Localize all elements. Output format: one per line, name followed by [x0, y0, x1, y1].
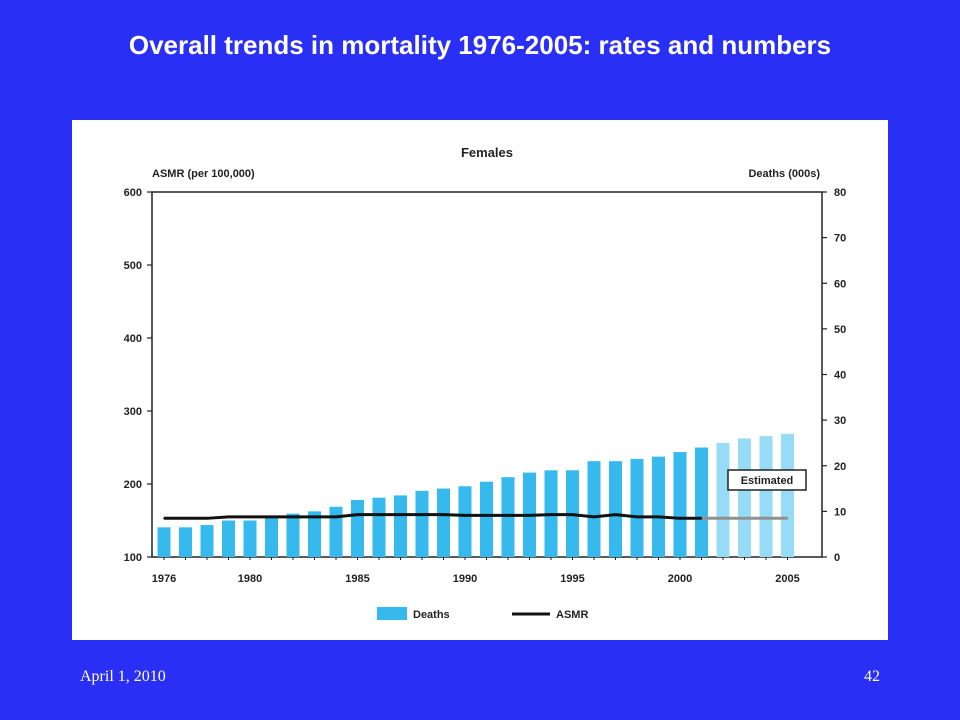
x-tick-label: 1995	[560, 573, 584, 585]
right-tick-label: 30	[834, 415, 846, 427]
asmr-point	[378, 513, 380, 516]
legend-deaths-swatch	[377, 607, 407, 620]
right-tick-label: 60	[834, 278, 846, 290]
deaths-bar	[458, 486, 472, 557]
deaths-bar	[286, 513, 300, 557]
deaths-bar	[609, 461, 622, 557]
x-tick-label: 2000	[668, 573, 692, 585]
asmr-point	[442, 513, 445, 516]
asmr-point	[292, 516, 294, 518]
asmr-point	[636, 516, 638, 518]
x-tick-label: 1980	[238, 573, 262, 585]
left-tick-label: 300	[124, 406, 142, 418]
asmr-point	[163, 517, 165, 520]
asmr-point	[206, 517, 208, 520]
asmr-point	[550, 513, 552, 516]
estimated-label: Estimated	[741, 475, 794, 487]
deaths-bar	[630, 458, 644, 557]
asmr-point	[786, 517, 789, 520]
deaths-bar	[673, 452, 687, 557]
deaths-bar	[179, 527, 192, 557]
legend: Deaths ASMR	[377, 607, 588, 621]
asmr-point	[270, 516, 273, 518]
asmr-line-actual	[164, 513, 702, 520]
deaths-bar	[587, 461, 601, 557]
deaths-bar	[200, 525, 214, 557]
asmr-point	[571, 513, 574, 516]
chart-panel: Females ASMR (per 100,000) Deaths (000s)…	[72, 120, 888, 640]
right-tick-label: 20	[834, 461, 846, 473]
slide-title: Overall trends in mortality 1976-2005: r…	[128, 30, 832, 60]
left-tick-label: 100	[124, 552, 142, 564]
asmr-point	[313, 516, 316, 518]
deaths-bar	[222, 520, 235, 557]
asmr-point	[614, 513, 617, 516]
left-tick-label: 400	[124, 333, 142, 345]
page-number: 42	[864, 668, 880, 685]
asmr-point	[507, 514, 509, 517]
left-axis-label: ASMR (per 100,000)	[152, 168, 255, 180]
left-tick-label: 200	[124, 479, 142, 491]
deaths-bar	[781, 433, 794, 557]
deaths-bar	[738, 438, 751, 557]
deaths-bar	[329, 506, 343, 557]
x-tick-label: 2005	[775, 573, 799, 585]
asmr-point	[464, 514, 466, 517]
asmr-point	[679, 517, 681, 520]
asmr-point	[765, 517, 767, 520]
deaths-bar	[394, 495, 407, 557]
asmr-point	[700, 517, 703, 520]
x-tick-label: 1985	[345, 573, 369, 585]
deaths-bar	[265, 515, 278, 557]
left-tick-label: 500	[124, 260, 142, 272]
x-tick-label: 1976	[152, 573, 176, 585]
deaths-bar	[437, 488, 450, 557]
right-tick-label: 0	[834, 552, 840, 564]
deaths-bar	[308, 511, 321, 557]
asmr-point	[356, 513, 359, 516]
asmr-point	[743, 517, 746, 520]
right-tick-label: 50	[834, 324, 846, 336]
asmr-point	[399, 513, 402, 516]
asmr-point	[485, 514, 488, 517]
right-tick-label: 10	[834, 506, 846, 518]
x-tick-label: 1990	[453, 573, 477, 585]
left-tick-label: 600	[124, 187, 142, 199]
asmr-point	[528, 514, 531, 517]
legend-deaths-label: Deaths	[413, 609, 450, 621]
mortality-chart: Females ASMR (per 100,000) Deaths (000s)…	[124, 145, 847, 621]
asmr-point	[227, 516, 230, 518]
right-tick-label: 40	[834, 370, 846, 382]
deaths-bar	[372, 497, 386, 557]
deaths-bar	[716, 442, 730, 557]
deaths-bar	[501, 477, 515, 557]
asmr-point	[249, 516, 251, 518]
asmr-point	[335, 516, 337, 518]
asmr-point	[421, 513, 423, 516]
deaths-bar	[759, 436, 773, 557]
footer-date: April 1, 2010	[80, 668, 166, 685]
deaths-bar	[480, 481, 493, 557]
right-tick-label: 80	[834, 187, 846, 199]
chart-title: Females	[461, 145, 513, 160]
deaths-bar	[243, 520, 257, 557]
asmr-point	[593, 516, 595, 518]
deaths-bar	[415, 490, 429, 557]
asmr-point	[657, 516, 660, 518]
deaths-bar	[652, 456, 665, 557]
estimated-callout: Estimated	[727, 469, 807, 491]
deaths-bar	[695, 447, 708, 557]
legend-asmr-label: ASMR	[556, 609, 588, 621]
asmr-point	[722, 517, 724, 520]
deaths-bar	[351, 499, 364, 557]
right-tick-label: 70	[834, 233, 846, 245]
deaths-bar	[157, 527, 171, 557]
asmr-point	[184, 517, 187, 520]
estimated-label-box	[727, 469, 807, 491]
right-axis-label: Deaths (000s)	[748, 168, 820, 180]
